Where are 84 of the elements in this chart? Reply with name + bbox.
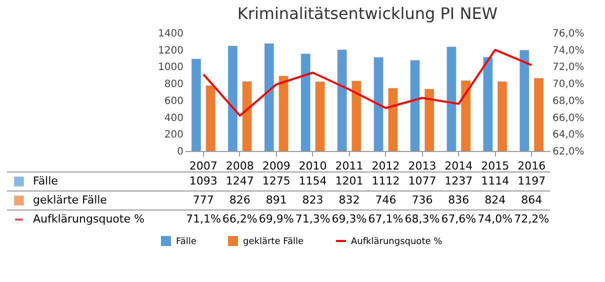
data-label: 826 [229,194,250,206]
bar [228,46,238,151]
y-tick-label: 600 [164,96,184,107]
data-label: 1247 [226,174,254,188]
x-tick-label: 2009 [262,160,290,172]
data-label: 832 [338,194,360,206]
data-label: 67,1% [368,212,404,226]
y2-tick-label: 74,0% [552,45,584,56]
data-label: 71,1% [186,212,221,226]
bar [424,88,434,151]
bar [374,57,384,151]
chart-title: Kriminalitätsentwicklung PI NEW [237,4,498,23]
y2-tick-label: 72,0% [552,62,584,74]
bar [315,82,325,151]
data-label: 68,3% [404,212,440,226]
x-tick-label: 2015 [481,160,510,172]
bar [520,50,530,151]
y2-tick-label: 62,0% [552,146,584,158]
data-label: 836 [448,194,470,206]
bar [410,60,420,151]
data-label: 1114 [481,174,510,188]
x-tick-label: 2016 [518,160,546,172]
x-tick-label: 2010 [298,160,327,172]
bar [278,76,288,151]
data-label: 72,2% [514,212,550,226]
data-label: 891 [266,194,287,206]
y2-tick-label: 68,0% [552,96,584,107]
data-label: 1093 [189,174,218,188]
x-tick-label: 2014 [444,160,473,172]
data-label: 824 [484,194,506,206]
y2-tick-label: 70,0% [552,79,584,90]
data-label: 1197 [518,174,546,188]
legend-label: Aufklärungsquote % [33,212,144,226]
bar [352,80,362,151]
data-label: 69,9% [258,212,294,226]
x-tick-label: 2013 [408,160,436,172]
x-tick-label: 2012 [372,160,400,172]
data-label: 777 [192,194,214,206]
y-tick-label: 800 [164,79,184,90]
data-label: 1201 [335,174,364,188]
bar [446,46,456,151]
data-label: 1112 [372,174,400,188]
line-series [202,48,533,117]
data-label: 1154 [298,174,327,188]
data-label: 1237 [444,174,473,188]
bar [534,78,544,151]
y-tick-label: 1200 [158,45,184,56]
data-label: 1275 [262,174,290,188]
data-label: 864 [521,194,542,206]
text: Fälle [33,174,58,188]
data-label: 69,3% [332,212,367,226]
legend-label: geklärte Fälle [243,237,304,247]
y2-tick-label: 64,0% [552,130,584,141]
text: Aufklärungsquote % [351,237,442,247]
data-label: 736 [412,194,433,206]
data-label: 823 [302,194,324,206]
y-tick-label: 200 [164,130,184,141]
y-tick-label: 400 [164,112,184,124]
bar [483,57,493,151]
bar [498,82,507,151]
data-label: 66,2% [222,212,258,226]
bar [337,50,347,151]
x-tick-label: 2007 [189,160,218,172]
data-label: 1077 [408,174,436,188]
bar [300,54,310,151]
y-tick-label: 1000 [158,62,184,74]
data-label: 74,0% [478,212,513,226]
bar [192,58,201,151]
data-label: 67,6% [441,212,476,226]
y-tick-label: 1400 [158,28,184,40]
data-label: 746 [375,194,396,206]
bar [264,44,274,151]
bar [461,80,471,151]
bar [206,86,216,151]
y-tick-label: 0 [177,146,184,158]
y2-tick-label: 66,0% [552,112,584,124]
x-tick-label: 2008 [226,160,254,172]
bar [242,81,252,151]
y2-tick-label: 76,0% [552,28,584,40]
x-tick-label: 2011 [335,160,364,172]
legend-label: Fälle [176,237,197,247]
bar [388,88,398,151]
data-label: 71,3% [295,212,330,226]
text: geklärte Fälle [33,194,107,206]
